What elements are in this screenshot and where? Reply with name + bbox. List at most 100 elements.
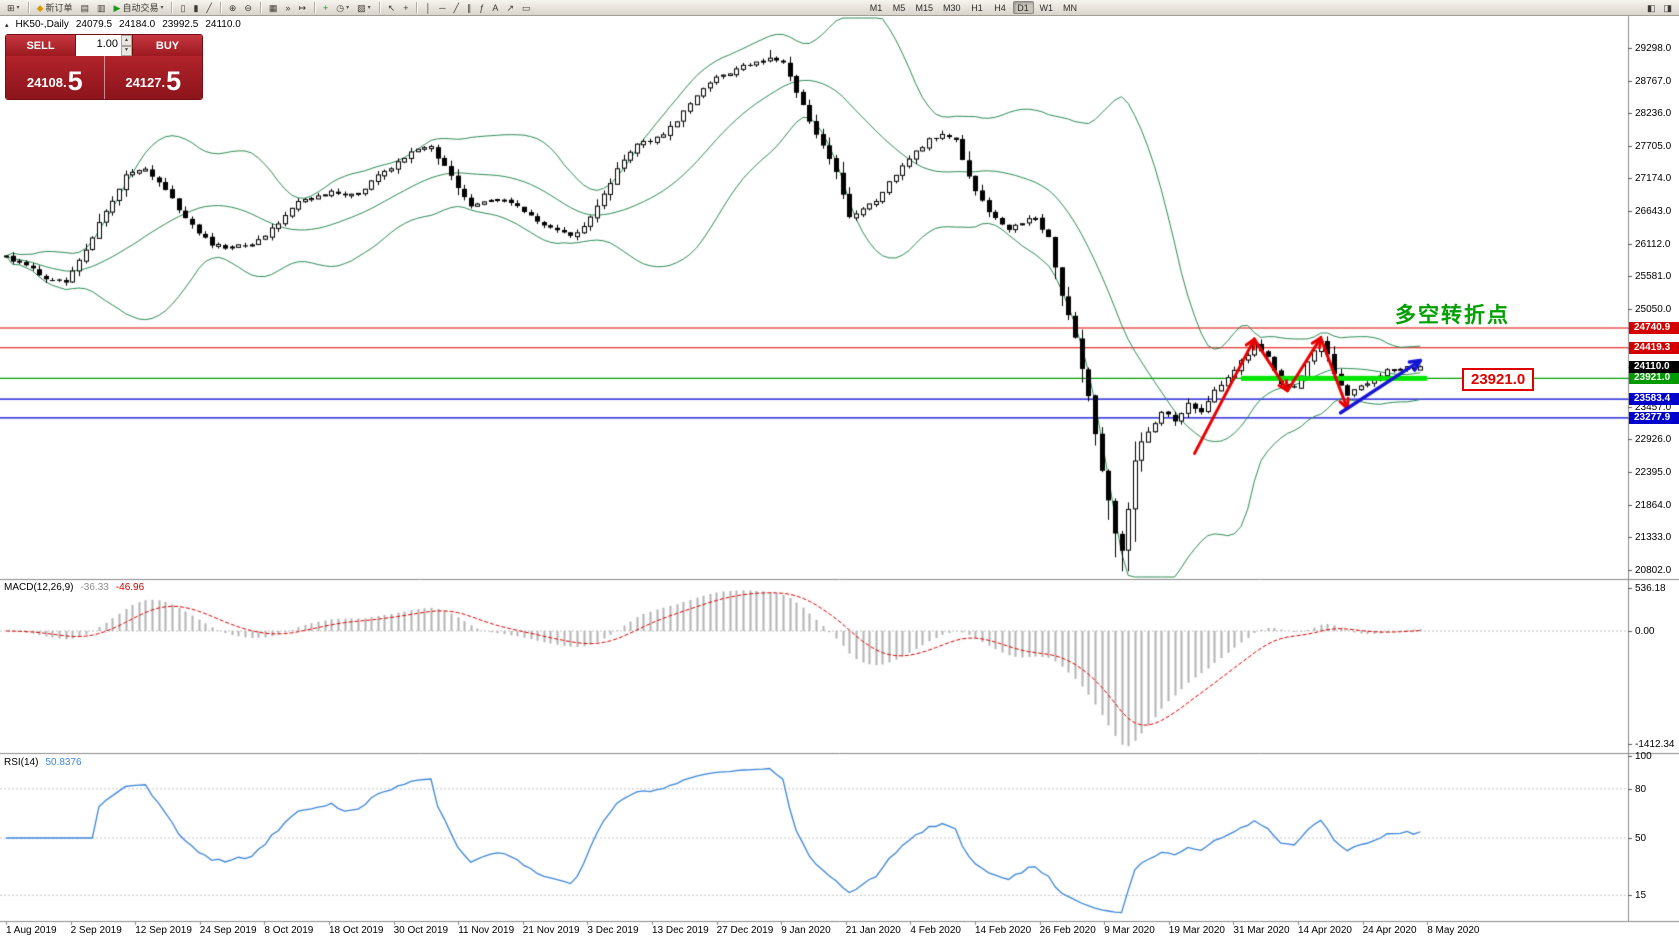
data-window-button[interactable]: ▥ — [93, 1, 110, 15]
price-axis-label: 20802.0 — [1635, 564, 1672, 576]
caret-down-icon: ▾ — [160, 5, 164, 11]
time-axis-label: 12 Sep 2019 — [135, 925, 192, 936]
chart-shift-icon: ↦ — [298, 2, 306, 13]
price-axis-label: 27174.0 — [1635, 173, 1672, 185]
candlestick-chart-button[interactable]: ▮ — [189, 1, 202, 15]
time-axis-label: 3 Dec 2019 — [587, 925, 639, 936]
shapes-button[interactable]: ▭ — [518, 1, 535, 15]
new-order-icon: ◆ — [36, 2, 44, 13]
price-axis-label: 28767.0 — [1635, 75, 1672, 87]
auto-trading-label: 自动交易 — [122, 2, 159, 13]
toolbar-separator — [416, 2, 418, 13]
volume-down-button[interactable]: ▼ — [121, 45, 132, 56]
time-axis-label: 30 Oct 2019 — [393, 925, 449, 936]
zoom-out-button[interactable]: ⊖ — [240, 1, 256, 15]
crosshair-icon: + — [403, 2, 409, 13]
caret-down-icon: ▾ — [346, 5, 350, 11]
arrows-tool-icon: ↗ — [506, 2, 514, 13]
bar-chart-button[interactable]: ▯ — [176, 1, 189, 15]
line-chart-icon: ╱ — [206, 2, 212, 13]
toolbar-separator — [27, 2, 29, 13]
new-chart-button[interactable]: ⊞ ▾ — [3, 1, 24, 15]
macd-scale-label: 0.00 — [1635, 626, 1655, 637]
text-label-icon: A — [492, 2, 499, 13]
candlestick-chart-icon: ▮ — [193, 2, 199, 13]
tile-windows-button[interactable]: ▦ — [265, 1, 282, 15]
new-order-button[interactable]: ◆ 新订单 — [33, 1, 77, 15]
sell-price-main: 24108. — [26, 75, 67, 90]
arrows-tool-button[interactable]: ↗ — [502, 1, 518, 15]
vertical-line-button[interactable]: │ — [421, 1, 435, 15]
indicators-icon: + — [322, 2, 329, 13]
time-axis-label: 14 Apr 2020 — [1298, 925, 1352, 936]
sell-button[interactable]: SELL — [6, 35, 75, 56]
timeframe-m1-button[interactable]: M1 — [866, 1, 887, 14]
toolbar-separator — [219, 2, 221, 13]
time-axis-label: 24 Sep 2019 — [199, 925, 257, 936]
price-axis-label: 25050.0 — [1635, 303, 1672, 315]
line-chart-button[interactable]: ╱ — [202, 1, 215, 15]
templates-icon: ▧ — [357, 2, 366, 13]
buy-button[interactable]: BUY — [133, 35, 202, 56]
chart-shift-button[interactable]: ↦ — [294, 1, 310, 15]
timeframe-h1-button[interactable]: H1 — [967, 1, 988, 14]
volume-up-button[interactable]: ▲ — [121, 35, 132, 46]
dock-panel-right-icon: ◨ — [1663, 2, 1672, 13]
timeframe-m30-button[interactable]: M30 — [939, 1, 965, 14]
sell-button-label: SELL — [26, 39, 55, 52]
crosshair-button[interactable]: + — [399, 1, 412, 15]
trendline-icon: ╱ — [453, 2, 459, 13]
volume-field[interactable]: 1.00 ▲ ▼ — [75, 35, 133, 56]
macd-scale-label: 536.18 — [1635, 583, 1666, 595]
text-label-button[interactable]: A — [488, 1, 502, 15]
trendline-button[interactable]: ╱ — [449, 1, 462, 15]
time-axis-label: 19 Mar 2020 — [1168, 925, 1225, 936]
current-price-tag: 24110.0 — [1629, 360, 1679, 373]
price-axis[interactable]: 29298.0 28767.0 28236.0 27705.0 27174.0 26643… — [1628, 16, 1679, 939]
time-axis[interactable]: 1 Aug 2019 2 Sep 2019 12 Sep 2019 24 Sep 20… — [0, 922, 1628, 939]
price-axis-label: 22926.0 — [1635, 434, 1672, 446]
time-axis-label: 14 Feb 2020 — [975, 925, 1032, 936]
timeframe-m15-button[interactable]: M15 — [912, 1, 938, 14]
timeframe-d1-button[interactable]: D1 — [1012, 1, 1034, 14]
buy-price-big: 5 — [166, 66, 182, 96]
time-axis-label: 1 Aug 2019 — [6, 925, 57, 936]
price-axis-label: 25581.0 — [1635, 271, 1672, 283]
trade-panel-divider — [103, 56, 105, 99]
toolbar-separator — [378, 2, 380, 13]
timeframe-mn-button[interactable]: MN — [1059, 1, 1081, 14]
dock-panel-right-button[interactable]: ◨ — [1659, 1, 1676, 15]
templates-button[interactable]: ▧ ▾ — [353, 1, 375, 15]
level-price-tag: 23583.4 — [1629, 393, 1679, 406]
time-axis-label: 27 Dec 2019 — [716, 925, 774, 936]
equidistant-channel-button[interactable]: ∥ — [463, 1, 476, 15]
equidistant-channel-icon: ∥ — [466, 2, 472, 13]
timeframe-h4-button[interactable]: H4 — [990, 1, 1011, 14]
buy-price[interactable]: 24127. 5 — [105, 56, 203, 99]
buy-button-label: BUY — [155, 39, 180, 52]
indicators-button[interactable]: + — [319, 1, 332, 15]
cursor-button[interactable]: ↖ — [384, 1, 400, 15]
sell-price[interactable]: 24108. 5 — [6, 56, 104, 99]
horizontal-line-button[interactable]: ─ — [435, 1, 449, 15]
tile-windows-icon: ▦ — [268, 2, 278, 13]
level-price-tag: 23277.9 — [1629, 411, 1679, 424]
timeframe-w1-button[interactable]: W1 — [1036, 1, 1058, 14]
zoom-in-button[interactable]: ⊕ — [225, 1, 241, 15]
chart-profiles-button[interactable]: ▤ — [77, 1, 94, 15]
price-axis-label: 21864.0 — [1635, 499, 1672, 511]
macd-scale-label: -1412.34 — [1635, 739, 1675, 751]
timeframe-m5-button[interactable]: M5 — [889, 1, 910, 14]
auto-scroll-button[interactable]: » — [281, 1, 294, 15]
price-axis-label: 22395.0 — [1635, 467, 1672, 479]
toolbar-separator — [313, 2, 315, 13]
fibonacci-button[interactable]: ƒ — [475, 1, 488, 15]
fibonacci-icon: ƒ — [479, 2, 485, 13]
dock-panel-left-button[interactable]: ◧ — [1643, 1, 1660, 15]
bar-chart-icon: ▯ — [180, 2, 186, 13]
auto-trading-button[interactable]: ▶ 自动交易 ▾ — [110, 1, 168, 15]
price-axis-label: 21333.0 — [1635, 532, 1672, 544]
price-axis-label: 27705.0 — [1635, 140, 1672, 152]
periods-button[interactable]: ◷ ▾ — [332, 1, 353, 15]
